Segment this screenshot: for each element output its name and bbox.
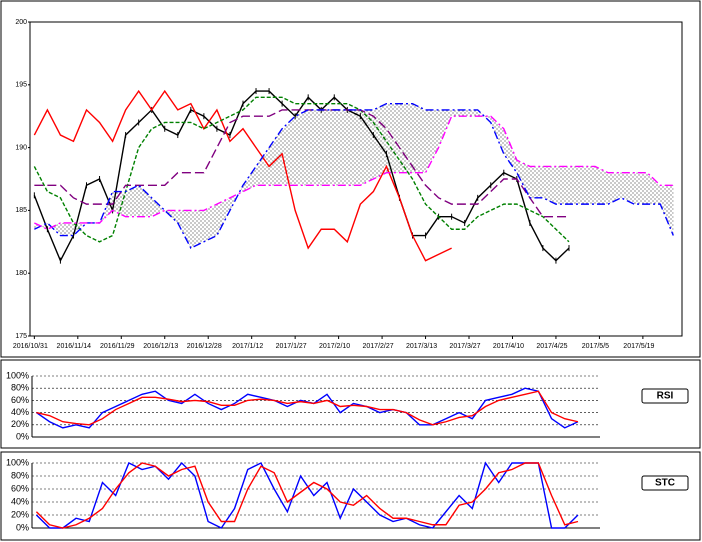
series-line bbox=[35, 462, 579, 529]
rsi-panel bbox=[0, 359, 701, 449]
plot-area bbox=[29, 21, 683, 337]
y-tick-label: 20% bbox=[11, 419, 29, 429]
x-tick-label: 2017/5/5 bbox=[582, 343, 609, 350]
y-tick-label: 20% bbox=[11, 509, 29, 519]
x-tick-label: 2017/2/10 bbox=[319, 343, 350, 350]
y-tick-label: 40% bbox=[11, 496, 29, 506]
x-tick-label: 2017/2/27 bbox=[363, 343, 394, 350]
x-tick-label: 2016/11/14 bbox=[57, 343, 92, 350]
series-line bbox=[35, 461, 579, 529]
cloud bbox=[34, 103, 674, 249]
panel-title: RSI bbox=[657, 391, 674, 402]
series-line bbox=[33, 89, 452, 262]
x-tick-label: 2017/1/12 bbox=[232, 343, 263, 350]
x-tick-label: 2017/4/25 bbox=[536, 343, 567, 350]
legend-box bbox=[641, 475, 689, 491]
y-tick-label: 0% bbox=[16, 431, 29, 441]
x-tick-label: 2016/11/29 bbox=[100, 343, 135, 350]
x-tick-label: 2016/12/13 bbox=[143, 343, 178, 350]
y-tick-label: 185 bbox=[15, 207, 27, 214]
x-tick-label: 2017/1/27 bbox=[276, 343, 307, 350]
y-tick-label: 60% bbox=[11, 483, 29, 493]
y-tick-label: 80% bbox=[11, 470, 29, 480]
y-tick-label: 175 bbox=[15, 333, 27, 340]
x-tick-label: 2017/3/27 bbox=[449, 343, 480, 350]
series-line bbox=[36, 390, 579, 426]
y-tick-label: 100% bbox=[6, 457, 29, 467]
legend-box bbox=[641, 388, 689, 404]
series-line bbox=[33, 90, 570, 263]
y-tick-label: 190 bbox=[15, 144, 27, 151]
series-line bbox=[34, 115, 674, 231]
x-tick-label: 2017/5/19 bbox=[623, 343, 654, 350]
y-tick-label: 195 bbox=[15, 82, 27, 89]
y-tick-label: 40% bbox=[11, 407, 29, 417]
y-tick-label: 80% bbox=[11, 383, 29, 393]
x-tick-label: 2016/10/31 bbox=[13, 343, 48, 350]
y-tick-label: 180 bbox=[15, 270, 27, 277]
series-line bbox=[34, 102, 674, 250]
y-tick-label: 60% bbox=[11, 395, 29, 405]
y-tick-label: 0% bbox=[16, 522, 29, 532]
y-tick-label: 100% bbox=[6, 370, 29, 380]
panel-title: STC bbox=[655, 478, 675, 489]
series-line bbox=[33, 96, 570, 243]
x-tick-label: 2016/12/28 bbox=[187, 343, 222, 350]
x-tick-label: 2017/3/13 bbox=[406, 343, 437, 350]
y-tick-label: 200 bbox=[15, 19, 27, 26]
x-tick-label: 2017/4/10 bbox=[493, 343, 524, 350]
